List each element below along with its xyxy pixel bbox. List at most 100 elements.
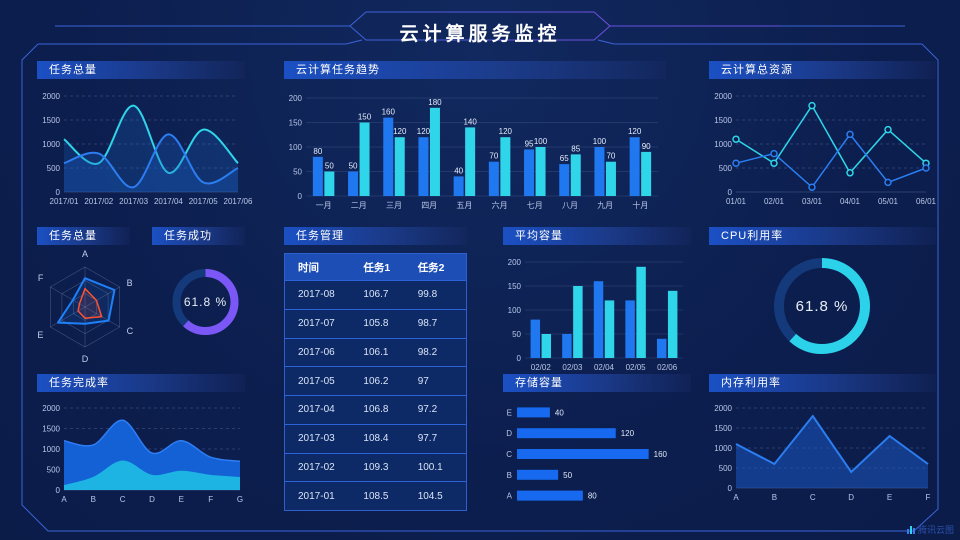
svg-text:三月: 三月 (386, 201, 402, 210)
svg-text:0: 0 (56, 188, 61, 197)
svg-text:B: B (507, 471, 512, 480)
svg-text:1500: 1500 (714, 116, 732, 125)
svg-text:A: A (61, 495, 67, 504)
svg-text:40: 40 (555, 408, 564, 417)
svg-text:2000: 2000 (714, 92, 732, 101)
svg-text:100: 100 (508, 306, 522, 315)
svg-text:八月: 八月 (562, 201, 578, 210)
svg-text:120: 120 (499, 127, 513, 136)
svg-text:2017/02: 2017/02 (84, 197, 113, 206)
table-cell: 106.7 (363, 289, 389, 301)
table-row: 2017-05 106.2 97 (285, 366, 466, 395)
table-cell: 100.1 (417, 461, 443, 473)
svg-text:D: D (149, 495, 155, 504)
table-cell: 2017-06 (298, 346, 335, 358)
panel-title-avg-capacity: 平均容量 (503, 227, 691, 245)
svg-text:五月: 五月 (456, 201, 472, 210)
svg-text:C: C (810, 493, 816, 502)
svg-text:02/02: 02/02 (531, 363, 552, 372)
svg-text:200: 200 (289, 94, 303, 103)
svg-text:03/01: 03/01 (802, 197, 823, 206)
svg-text:2000: 2000 (42, 404, 60, 413)
svg-text:F: F (926, 493, 931, 502)
svg-text:D: D (848, 493, 854, 502)
task-complete-area-chart: 0 500 1000 1500 2000 A B C D E F G (36, 396, 246, 506)
svg-text:500: 500 (47, 466, 61, 475)
table-cell: 99.8 (417, 289, 438, 301)
table-header-cell: 任务1 (363, 261, 391, 274)
panel-title-task-total-line: 任务总量 (37, 61, 245, 79)
svg-text:A: A (733, 493, 739, 502)
svg-text:B: B (91, 495, 96, 504)
svg-text:1000: 1000 (42, 445, 60, 454)
svg-text:06/01: 06/01 (916, 197, 937, 206)
svg-text:B: B (772, 493, 777, 502)
panel-title-task-radar: 任务总量 (37, 227, 130, 245)
table-row: 2017-06 106.1 98.2 (285, 337, 466, 367)
table-row: 2017-02 109.3 100.1 (285, 452, 466, 482)
svg-text:50: 50 (325, 162, 334, 171)
svg-text:500: 500 (719, 164, 733, 173)
svg-text:95: 95 (525, 139, 534, 148)
watermark-logo-icon (906, 525, 915, 534)
table-cell: 106.2 (363, 375, 389, 387)
svg-text:100: 100 (593, 137, 607, 146)
svg-text:80: 80 (313, 147, 322, 156)
svg-text:500: 500 (47, 164, 61, 173)
svg-text:2000: 2000 (714, 404, 732, 413)
table-cell: 97.7 (417, 433, 438, 445)
svg-text:50: 50 (349, 162, 358, 171)
table-row: 2017-03 108.4 97.7 (285, 423, 466, 453)
svg-text:1000: 1000 (714, 140, 732, 149)
storage-hbar-chart: E 40 D 120 C 160 B 50 A 80 (501, 394, 691, 514)
panel-title-task-manage: 任务管理 (284, 227, 467, 245)
table-cell: 97.2 (417, 404, 438, 416)
svg-text:180: 180 (428, 98, 442, 107)
svg-text:0: 0 (298, 192, 303, 201)
memory-line-chart: 0 500 1000 1500 2000 A B C D E F (706, 396, 936, 504)
svg-text:05/01: 05/01 (878, 197, 899, 206)
table-cell: 98.2 (417, 346, 438, 358)
table-cell: 105.8 (363, 318, 389, 330)
svg-text:70: 70 (606, 152, 615, 161)
svg-text:150: 150 (289, 119, 303, 128)
svg-text:50: 50 (512, 330, 521, 339)
table-cell: 97 (417, 375, 429, 387)
donut-value-label: 61.8 % (796, 298, 849, 315)
svg-text:02/04: 02/04 (594, 363, 615, 372)
panel-title-cloud-resource: 云计算总资源 (709, 61, 936, 79)
cpu-donut-chart: 61.8 % (708, 246, 936, 366)
svg-text:1500: 1500 (42, 116, 60, 125)
table-cell: 2017-03 (298, 433, 335, 445)
svg-text:2017/04: 2017/04 (154, 197, 183, 206)
svg-text:1500: 1500 (714, 424, 732, 433)
svg-text:02/03: 02/03 (562, 363, 583, 372)
svg-text:E: E (37, 330, 43, 340)
panel-title-task-success: 任务成功 (152, 227, 245, 245)
table-cell: 2017-01 (298, 490, 335, 502)
svg-text:50: 50 (563, 471, 572, 480)
svg-text:D: D (82, 354, 89, 364)
svg-text:1000: 1000 (42, 140, 60, 149)
svg-text:40: 40 (454, 166, 463, 175)
cloud-resource-line-chart: 0 500 1000 1500 2000 01/01 02/01 03/01 04/01 05/0… (706, 84, 936, 208)
panel-title-task-trend: 云计算任务趋势 (284, 61, 666, 79)
table-row: 2017-08 106.7 99.8 (285, 280, 466, 309)
task-radar-chart: A B C D E F (31, 246, 139, 364)
svg-text:150: 150 (358, 113, 372, 122)
panel-title-storage: 存储容量 (503, 374, 691, 392)
svg-text:九月: 九月 (597, 201, 613, 210)
svg-text:2017/03: 2017/03 (119, 197, 148, 206)
table-cell: 98.7 (417, 318, 438, 330)
svg-text:02/01: 02/01 (764, 197, 785, 206)
svg-text:160: 160 (382, 108, 396, 117)
avg-capacity-bar-chart: 0 50 100 150 200 02/02 02/03 02/04 02/05 02/06 (501, 252, 691, 374)
table-row: 2017-07 105.8 98.7 (285, 308, 466, 338)
svg-text:50: 50 (293, 168, 302, 177)
table-cell: 2017-04 (298, 404, 335, 416)
svg-text:C: C (127, 326, 134, 336)
svg-text:G: G (237, 495, 243, 504)
svg-text:A: A (507, 492, 513, 501)
svg-text:200: 200 (508, 258, 522, 267)
svg-text:120: 120 (621, 429, 635, 438)
